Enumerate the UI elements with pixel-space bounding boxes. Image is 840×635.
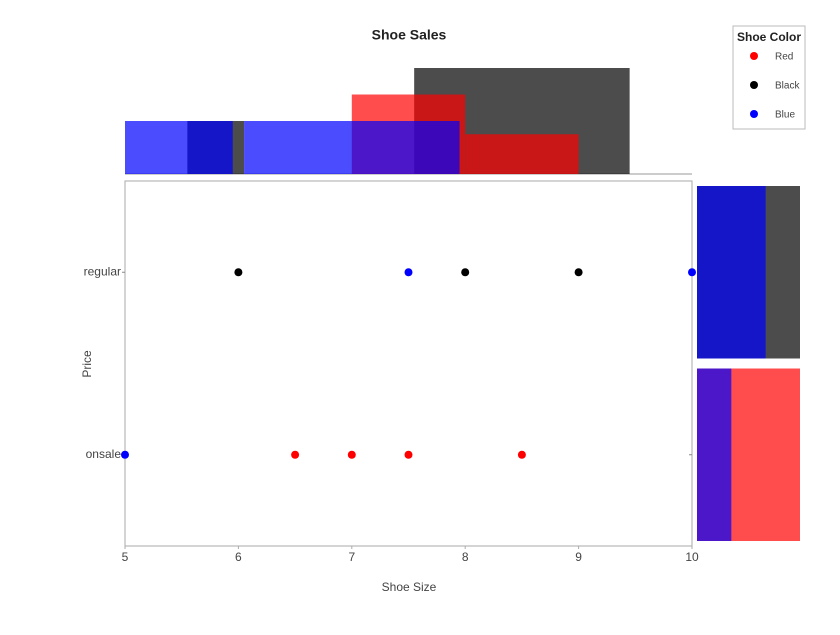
x-tick-label: 7 bbox=[348, 550, 355, 564]
scatter-point bbox=[234, 268, 243, 277]
legend-marker bbox=[750, 110, 758, 118]
x-tick-label: 10 bbox=[685, 550, 699, 564]
scatter-point bbox=[291, 450, 300, 459]
legend-label: Black bbox=[775, 81, 800, 92]
x-axis-label: Shoe Size bbox=[382, 580, 437, 594]
legend-label: Blue bbox=[775, 110, 795, 121]
scatter-point bbox=[517, 450, 526, 459]
x-tick-label: 5 bbox=[122, 550, 129, 564]
y-tick-label: regular bbox=[84, 264, 121, 278]
chart-title: Shoe Sales bbox=[372, 27, 447, 43]
histogram-bar bbox=[125, 121, 233, 174]
legend-label: Red bbox=[775, 52, 793, 63]
scatter-point bbox=[404, 268, 413, 277]
histogram-bar bbox=[244, 121, 460, 174]
price-bar bbox=[697, 186, 766, 359]
scatter-point bbox=[121, 450, 129, 459]
scatter-point bbox=[347, 450, 356, 459]
x-tick-label: 9 bbox=[575, 550, 582, 564]
plot-frame bbox=[124, 180, 693, 547]
legend-marker bbox=[750, 81, 758, 89]
legend-marker bbox=[750, 52, 758, 60]
scatter-point bbox=[404, 450, 413, 459]
scatter-point bbox=[574, 268, 583, 277]
x-tick-label: 6 bbox=[235, 550, 242, 564]
scatter-point bbox=[461, 268, 470, 277]
price-bar bbox=[697, 368, 732, 541]
legend-title: Shoe Color bbox=[737, 30, 801, 44]
histogram-bar bbox=[465, 134, 579, 174]
legend-box bbox=[732, 25, 806, 130]
scatter-point bbox=[688, 268, 696, 277]
y-axis-label: Price bbox=[80, 350, 94, 378]
x-tick-label: 8 bbox=[462, 550, 469, 564]
y-tick-label: onsale bbox=[86, 447, 122, 461]
